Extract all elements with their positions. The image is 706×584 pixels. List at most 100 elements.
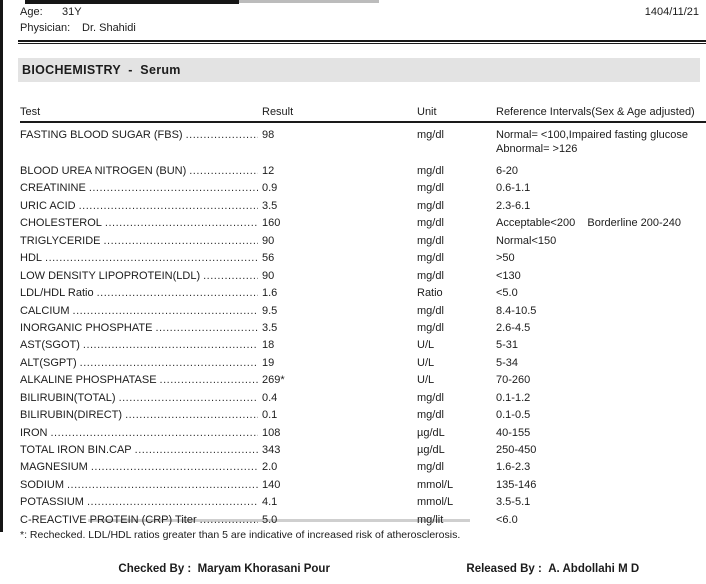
table-row: CHOLESTEROL.............................… [20,216,706,233]
dot-leader: ........................................… [199,513,258,526]
test-name: CREATININE [20,182,86,195]
unit-value: mg/dl [417,391,444,404]
reference-value: 0.1-1.2 [496,391,531,404]
unit-value: mg/dl [417,461,444,474]
redacted-header-bar [25,0,239,4]
result-value: 269* [262,374,285,387]
test-name: URIC ACID [20,199,76,212]
unit-value: mg/dl [417,165,444,177]
dot-leader: ........................................… [125,409,258,422]
table-row: SODIUM..................................… [20,478,706,495]
col-header-reference: Reference Intervals(Sex & Age adjusted) [496,106,695,118]
test-name: SODIUM [20,478,64,491]
table-row: HDL.....................................… [20,251,706,268]
result-value: 98 [262,129,275,141]
table-row: ALKALINE PHOSPHATASE....................… [20,373,706,390]
unit-value: mmol/L [417,478,454,491]
results-table: Test Result Unit Reference Intervals(Sex… [20,106,706,530]
dot-leader: ........................................… [159,374,258,387]
reference-value: <5.0 [496,287,518,300]
reference-value: 2.3-6.1 [496,199,531,212]
result-value: 2.0 [262,461,278,474]
reference-value: 3.5-5.1 [496,496,531,509]
unit-value: mg/dl [417,269,444,282]
test-name: ALT(SGPT) [20,356,77,369]
checked-by-label: Checked By : [118,563,192,575]
table-row: TOTAL IRON BIN.CAP......................… [20,443,706,460]
test-name: LDL/HDL Ratio [20,287,94,300]
redacted-header-bar-fade [239,0,379,3]
reference-value: Normal<150 [496,234,557,247]
dot-leader: ........................................… [104,217,258,230]
table-row: BLOOD UREA NITROGEN (BUN)...............… [20,164,706,181]
dot-leader: ........................................… [185,129,258,141]
dot-leader: ........................................… [82,339,258,352]
table-row: LOW DENSITY LIPOPROTEIN(LDL)............… [20,269,706,286]
physician-value: Dr. Shahidi [82,22,136,34]
result-value: 12 [262,165,275,177]
table-body: FASTING BLOOD SUGAR (FBS)...............… [20,123,706,530]
result-value: 3.5 [262,321,278,334]
result-value: 19 [262,356,275,369]
result-value: 3.5 [262,199,278,212]
table-row: C-REACTIVE PROTEIN (CRP) Titer..........… [20,513,706,530]
table-row: POTASSIUM...............................… [20,495,706,512]
col-header-result: Result [262,106,294,118]
test-name: POTASSIUM [20,496,84,509]
dot-leader: ........................................… [189,165,258,177]
table-row: URIC ACID...............................… [20,199,706,216]
result-value: 9.5 [262,304,278,317]
reference-value-line2: Abnormal= >126 [496,143,578,155]
dot-leader: ........................................… [103,234,258,247]
reference-value: Normal= <100,Impaired fasting glucose [496,129,688,141]
released-by-label: Released By : [466,563,542,575]
table-row: FASTING BLOOD SUGAR (FBS)...............… [20,128,706,164]
unit-value: µg/dL [417,426,445,439]
result-value: 56 [262,252,275,265]
reference-value: 6-20 [496,165,519,177]
table-row: LDL/HDL Ratio...........................… [20,286,706,303]
dot-leader: ........................................… [96,287,258,300]
report-date: 1404/11/21 [644,6,699,18]
unit-value: mg/dl [417,234,444,247]
unit-value: mg/dl [417,217,444,230]
result-value: 18 [262,339,275,352]
table-row: TRIGLYCERIDE............................… [20,234,706,251]
unit-value: mg/dl [417,182,444,195]
reference-value: 8.4-10.5 [496,304,537,317]
released-by-name: A. Abdollahi M D [548,563,640,575]
result-value: 90 [262,269,275,282]
dot-leader: ........................................… [88,182,258,195]
reference-value: >50 [496,252,515,265]
footnote: *: Rechecked. LDL/HDL ratios greater tha… [20,529,461,541]
scan-smudge [88,519,470,522]
reference-value: 0.6-1.1 [496,182,531,195]
dot-leader: ........................................… [118,391,258,404]
reference-value: 0.1-0.5 [496,409,531,422]
reference-value: 135-146 [496,478,537,491]
section-title-bar: BIOCHEMISTRY - Serum [18,58,700,82]
table-row: MAGNESIUM...............................… [20,460,706,477]
result-value: 90 [262,234,275,247]
checked-by: Checked By : Maryam Khorasani Pour [112,551,330,575]
age-row: Age: 31Y [20,5,82,19]
reference-value: 5-34 [496,356,519,369]
reference-value: 250-450 [496,444,537,456]
dot-leader: ........................................… [78,199,258,212]
result-value: 5.0 [262,513,278,526]
reference-value: <130 [496,269,521,282]
result-value: 4.1 [262,496,278,509]
col-header-unit: Unit [417,106,437,118]
physician-row: Physician: Dr. Shahidi [20,21,136,35]
test-name: MAGNESIUM [20,461,88,474]
table-row: ALT(SGPT)...............................… [20,356,706,373]
table-header-row: Test Result Unit Reference Intervals(Sex… [20,106,706,123]
table-row: BILIRUBIN(DIRECT).......................… [20,408,706,425]
table-row: BILIRUBIN(TOTAL)........................… [20,391,706,408]
test-name: CALCIUM [20,304,70,317]
table-row: IRON....................................… [20,426,706,443]
result-value: 0.4 [262,391,278,404]
reference-value: <6.0 [496,513,518,526]
result-value: 108 [262,426,281,439]
test-name: HDL [20,252,43,265]
